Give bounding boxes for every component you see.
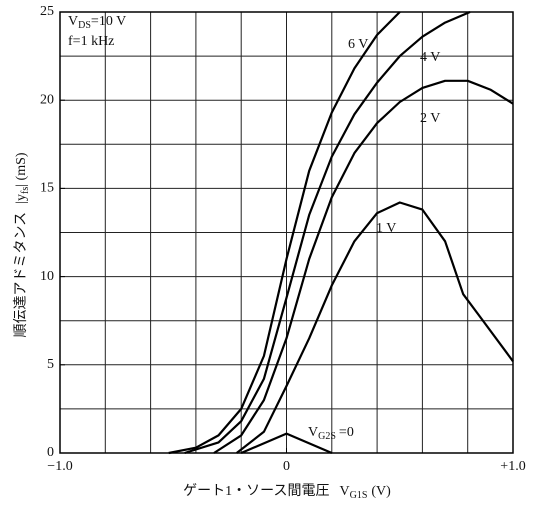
y-axis-label: 順伝達アドミタンス|yfs| (mS) [13, 152, 31, 337]
series-label-name: 0 [347, 425, 354, 440]
y-tick-label: 25 [40, 4, 54, 19]
curve [236, 201, 514, 454]
curve [213, 79, 514, 454]
annotation: VDS=10 V [68, 14, 126, 31]
annotation-text: =10 V [91, 14, 126, 29]
annotation-text: =1 kHz [73, 34, 115, 49]
series-label-prefix: V [308, 425, 318, 440]
x-tick-label: 0 [283, 459, 290, 474]
curve [184, 10, 471, 455]
series-label: VG2S =0 [308, 425, 354, 442]
x-tick-label: −1.0 [47, 459, 72, 474]
annotation-symbol: V [68, 14, 78, 29]
series-label-prefix-sub: G2S [318, 431, 336, 442]
series-label-prefix-eq: = [339, 425, 347, 440]
annotation-sub: DS [78, 20, 91, 31]
series-label: 6 V [348, 37, 368, 52]
curve [168, 11, 401, 455]
y-tick-label: 15 [40, 181, 54, 196]
y-tick-label: 0 [47, 445, 54, 460]
annotation-symbol: f [68, 34, 73, 49]
annotation: f=1 kHz [68, 34, 114, 49]
curve [240, 432, 333, 455]
series-label: 2 V [420, 111, 440, 126]
y-tick-label: 5 [47, 357, 54, 372]
series-label: 4 V [420, 50, 440, 65]
series-label: 1 V [376, 221, 396, 236]
x-tick-label: +1.0 [500, 459, 525, 474]
y-tick-label: 10 [40, 269, 54, 284]
y-tick-label: 20 [40, 92, 54, 107]
x-axis-label: ゲート1・ソース間電圧 VG1S (V) [183, 483, 391, 501]
